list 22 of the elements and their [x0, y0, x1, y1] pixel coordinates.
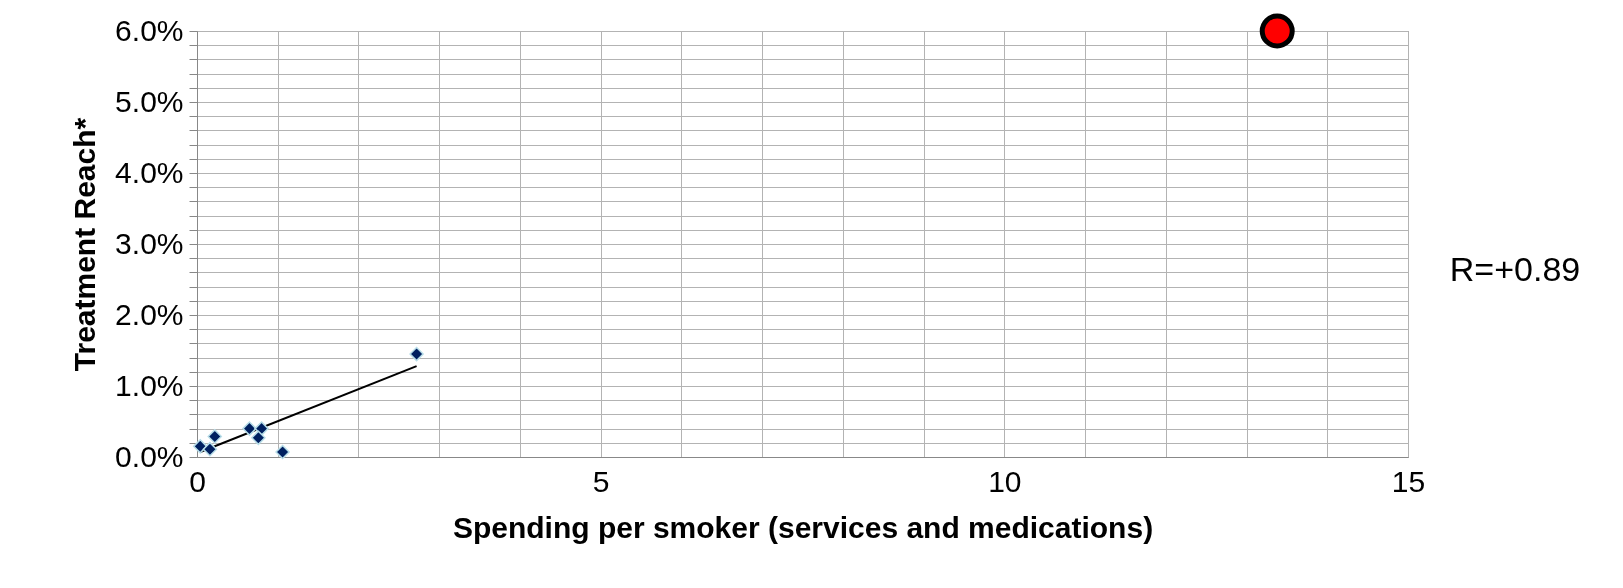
point [251, 430, 266, 446]
x-tick-label: 5 [592, 464, 610, 498]
x-tick-label: 15 [1391, 464, 1426, 498]
y-tick-label: 0.0% [115, 439, 184, 473]
point [207, 429, 223, 444]
point [242, 421, 257, 436]
point [192, 439, 208, 454]
y-tick-label: 2.0% [115, 297, 184, 331]
y-tick-label: 6.0% [115, 13, 184, 47]
y-axis-title: Treatment Reach* [68, 117, 102, 372]
y-tick-label: 3.0% [115, 226, 184, 260]
point [275, 444, 290, 460]
text: R=+0.89 [1448, 250, 1582, 289]
y-tick-label: 5.0% [115, 84, 184, 118]
point [1259, 13, 1295, 49]
x-axis-title: Spending per smoker (services and medications) [452, 510, 1154, 544]
y-tick-label: 1.0% [115, 368, 184, 402]
y-tick-label: 4.0% [115, 155, 184, 189]
point [409, 346, 424, 362]
x-tick-label: 0 [189, 464, 206, 498]
x-tick-label: 10 [988, 464, 1022, 498]
point [202, 441, 218, 457]
